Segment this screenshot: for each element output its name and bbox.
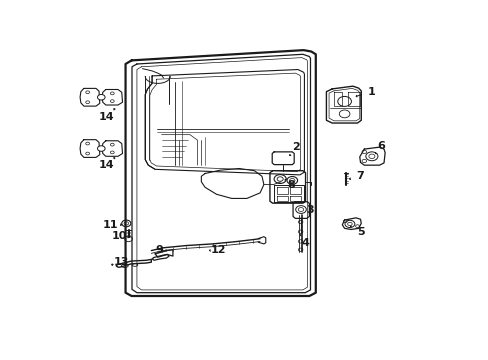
- Text: 3: 3: [306, 204, 314, 215]
- Text: 14: 14: [99, 112, 114, 122]
- Text: 6: 6: [377, 141, 385, 151]
- Text: 12: 12: [210, 245, 225, 255]
- Circle shape: [97, 146, 105, 151]
- Text: 14: 14: [99, 160, 114, 170]
- Text: 10: 10: [112, 231, 127, 241]
- Text: 13: 13: [113, 257, 128, 267]
- Text: 4: 4: [301, 238, 309, 248]
- Text: 9: 9: [155, 245, 163, 255]
- Text: 11: 11: [102, 220, 118, 230]
- Circle shape: [97, 94, 105, 100]
- Text: 7: 7: [356, 171, 364, 181]
- Text: 5: 5: [356, 227, 364, 237]
- Text: 1: 1: [367, 87, 375, 97]
- Text: 2: 2: [292, 142, 299, 152]
- Text: 8: 8: [286, 180, 294, 190]
